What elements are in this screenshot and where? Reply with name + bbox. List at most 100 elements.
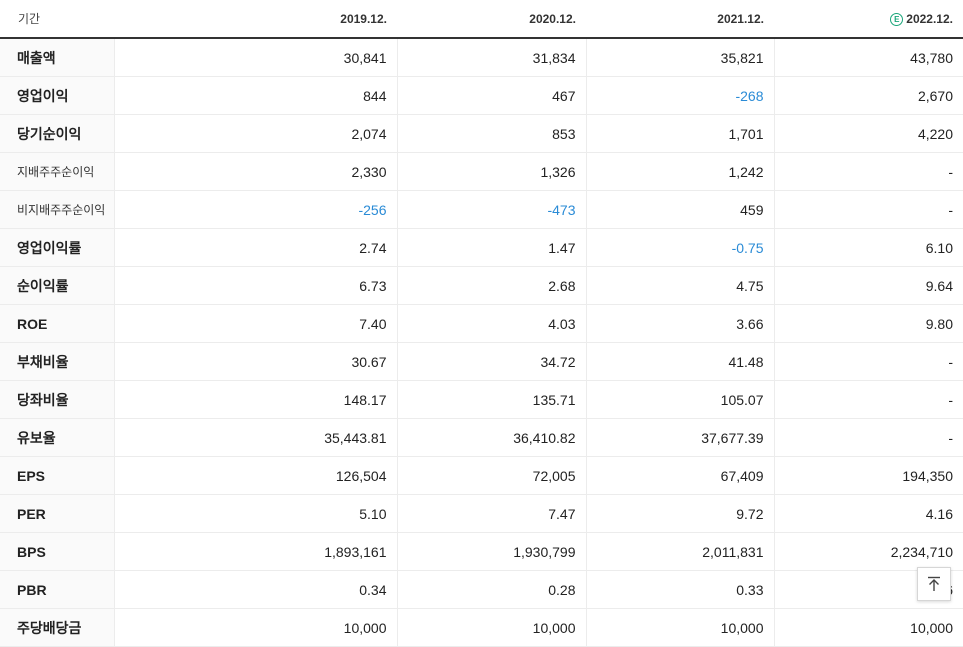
value-cell: -: [773, 152, 963, 191]
row-label: 영업이익률: [0, 228, 114, 267]
value-cell: 0.33: [585, 570, 774, 609]
value-cell: 67,409: [585, 456, 774, 495]
table-row: ROE 7.40 4.03 3.66 9.80: [0, 304, 963, 343]
value-cell: 7.47: [396, 494, 586, 533]
value-cell: 105.07: [585, 380, 774, 419]
value-cell: 135.71: [396, 380, 586, 419]
value-cell: 1,326: [396, 152, 586, 191]
row-label: PER: [0, 494, 114, 533]
table-row: 순이익률 6.73 2.68 4.75 9.64: [0, 266, 963, 305]
table-row: 영업이익률 2.74 1.47 -0.75 6.10: [0, 228, 963, 267]
table-row: 지배주주순이익 2,330 1,326 1,242-: [0, 152, 963, 191]
value-cell: 37,677.39: [585, 418, 774, 457]
row-label: 유보율: [0, 418, 114, 457]
year-header-label: 2022.12.: [906, 11, 953, 26]
row-label: ROE: [0, 304, 114, 343]
table-row: 당기순이익 2,074 853 1,701 4,220: [0, 114, 963, 153]
value-cell: 1,242: [585, 152, 774, 191]
value-cell: 2,670: [773, 76, 963, 115]
value-cell: 459: [585, 190, 774, 229]
estimate-icon: E: [890, 12, 904, 26]
value-cell: 2,234,710: [773, 532, 963, 571]
period-header: 기간: [0, 0, 114, 39]
table-row: 주당배당금 10,000 10,000 10,000 10,000: [0, 608, 963, 647]
row-label: EPS: [0, 456, 114, 495]
value-cell: 34.72: [396, 342, 586, 381]
row-label: 부채비율: [0, 342, 114, 381]
value-cell: 4.75: [585, 266, 774, 305]
row-label: 주당배당금: [0, 608, 114, 647]
value-cell: -473: [396, 190, 586, 229]
value-cell: 7.40: [113, 304, 397, 343]
row-label: 당기순이익: [0, 114, 114, 153]
table-row: 비지배주주순이익 -256 -473 459-: [0, 190, 963, 229]
value-cell: 4.03: [396, 304, 586, 343]
value-cell: -: [773, 418, 963, 457]
row-label: 지배주주순이익: [0, 152, 114, 191]
table-header-row: 기간 2019.12. 2020.12. 2021.12. E 2022.12.: [0, 0, 963, 39]
value-cell: 10,000: [396, 608, 586, 647]
value-cell: 10,000: [585, 608, 774, 647]
row-label: 영업이익: [0, 76, 114, 115]
table-row: 부채비율 30.67 34.72 41.48-: [0, 342, 963, 381]
table-row: 유보율 35,443.81 36,410.82 37,677.39-: [0, 418, 963, 457]
table-row: 영업이익 844 467 -268 2,670: [0, 76, 963, 115]
year-header: 2021.12.: [586, 0, 774, 39]
value-cell: 0.34: [113, 570, 397, 609]
value-cell: 6.10: [773, 228, 963, 267]
table-row: PER 5.10 7.47 9.72 4.16: [0, 494, 963, 533]
row-label: 매출액: [0, 38, 114, 77]
value-cell: 10,000: [773, 608, 963, 647]
value-cell: 467: [396, 76, 586, 115]
value-cell: 43,780: [773, 38, 963, 77]
value-cell: -: [773, 380, 963, 419]
value-cell: 5.10: [113, 494, 397, 533]
value-cell: 6.73: [113, 266, 397, 305]
value-cell: 1,893,161: [113, 532, 397, 571]
value-cell: 2.68: [396, 266, 586, 305]
value-cell: 1,930,799: [396, 532, 586, 571]
row-label: PBR: [0, 570, 114, 609]
scroll-to-top-button[interactable]: [917, 567, 951, 601]
value-cell: -0.75: [585, 228, 774, 267]
value-cell: -: [773, 342, 963, 381]
value-cell: 9.64: [773, 266, 963, 305]
value-cell: 2,330: [113, 152, 397, 191]
value-cell: -: [773, 190, 963, 229]
value-cell: 1.47: [396, 228, 586, 267]
year-header: 2020.12.: [397, 0, 586, 39]
row-label: BPS: [0, 532, 114, 571]
value-cell: 36,410.82: [396, 418, 586, 457]
value-cell: -256: [113, 190, 397, 229]
value-cell: 72,005: [396, 456, 586, 495]
row-label: 비지배주주순이익: [0, 190, 114, 229]
table-row: BPS 1,893,161 1,930,799 2,011,831 2,234,710: [0, 532, 963, 571]
value-cell: 1,701: [585, 114, 774, 153]
row-label: 당좌비율: [0, 380, 114, 419]
table-row: EPS 126,504 72,005 67,409 194,350: [0, 456, 963, 495]
value-cell: 2,074: [113, 114, 397, 153]
year-header: 2019.12.: [114, 0, 397, 39]
value-cell: 3.66: [585, 304, 774, 343]
value-cell: 194,350: [773, 456, 963, 495]
value-cell: 31,834: [396, 38, 586, 77]
value-cell: 10,000: [113, 608, 397, 647]
table-row: 매출액 30,841 31,834 35,821 43,780: [0, 38, 963, 77]
value-cell: 4,220: [773, 114, 963, 153]
value-cell: 148.17: [113, 380, 397, 419]
value-cell: 844: [113, 76, 397, 115]
value-cell: 126,504: [113, 456, 397, 495]
value-cell: 30,841: [113, 38, 397, 77]
arrow-up-to-top-icon: [928, 576, 940, 591]
value-cell: 35,821: [585, 38, 774, 77]
value-cell: 0.28: [396, 570, 586, 609]
value-cell: 9.72: [585, 494, 774, 533]
value-cell: 853: [396, 114, 586, 153]
value-cell: 2,011,831: [585, 532, 774, 571]
value-cell: 4.16: [773, 494, 963, 533]
value-cell: 9.80: [773, 304, 963, 343]
year-header-estimate: E 2022.12.: [774, 0, 963, 39]
value-cell: 2.74: [113, 228, 397, 267]
